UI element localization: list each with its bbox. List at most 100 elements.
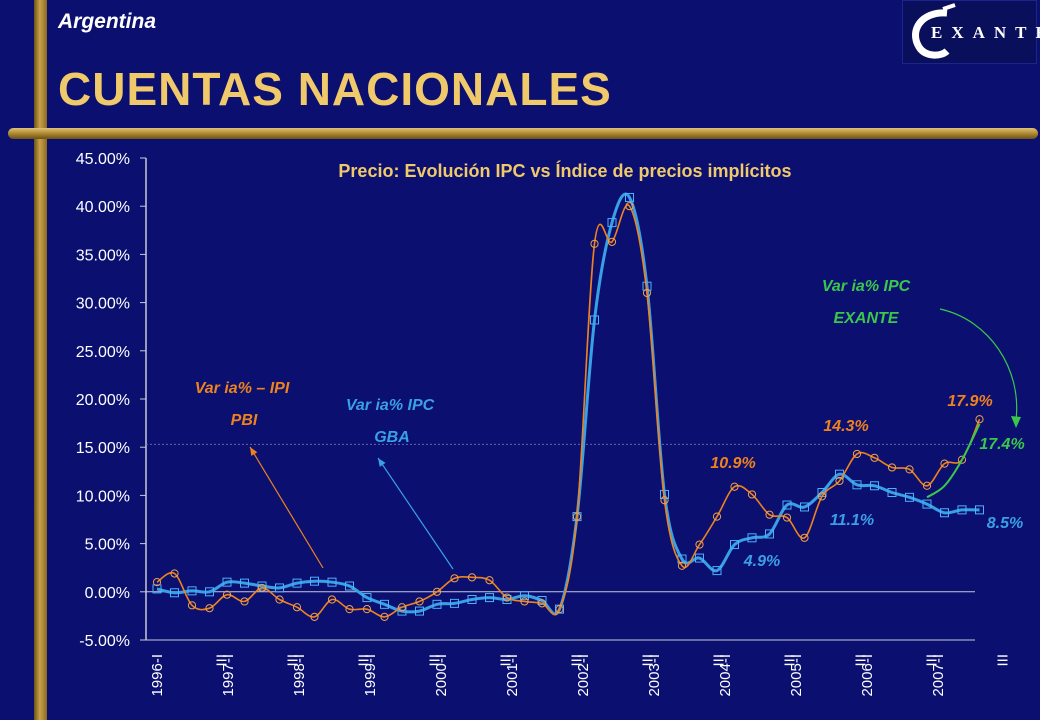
ipi-point	[170, 569, 179, 578]
x-tick-label: III	[924, 654, 941, 667]
ipc-point	[292, 578, 302, 588]
y-tick-label: 40.00%	[76, 199, 130, 216]
ipi-point	[642, 288, 652, 298]
ipc-point	[240, 578, 249, 588]
x-tick-label: III	[569, 654, 586, 667]
arrow-exante-head	[1011, 416, 1021, 428]
x-tick-label: 2006-I	[859, 654, 876, 697]
region-label: Argentina	[58, 10, 157, 33]
ipc-point	[800, 502, 809, 512]
ipc-point	[450, 598, 459, 608]
ipc-point	[432, 599, 442, 609]
ipi-point	[205, 604, 214, 613]
ipi-point	[345, 605, 354, 614]
x-tick-label: 2002-I	[575, 654, 592, 697]
x-tick-label: III	[995, 654, 1012, 667]
ipc-point	[747, 533, 757, 543]
x-tick-label: III	[498, 654, 515, 667]
ipi-point	[870, 453, 879, 462]
ipc-point	[327, 577, 337, 587]
ipc-point	[520, 591, 529, 601]
ipc-point	[782, 500, 792, 510]
annotation-label: Var ia% IPC	[346, 397, 435, 414]
arrow-exante	[939, 308, 1018, 421]
series-line-2	[926, 423, 981, 499]
ipi-point	[415, 597, 424, 606]
x-tick-label: III	[356, 654, 373, 667]
x-tick-label: 2000-I	[433, 654, 450, 697]
series-line-0	[156, 204, 981, 618]
gold-horizontal-bar	[8, 128, 1038, 139]
x-tick-label: III	[640, 654, 657, 667]
annotation-label: Var ia% IPC	[822, 278, 911, 295]
x-tick-label: III	[214, 654, 231, 667]
ipc-point	[362, 593, 372, 603]
ipi-point	[922, 481, 932, 490]
ipi-point	[747, 490, 757, 499]
x-tick-label: 2004-I	[717, 654, 734, 697]
ipi-point	[607, 237, 617, 246]
ipc-point	[887, 488, 897, 498]
y-tick-label: 15.00%	[76, 440, 130, 457]
annotation-label: EXANTE	[834, 310, 900, 327]
logo-text: EXANTE	[931, 23, 1040, 42]
ipc-point	[310, 576, 319, 586]
ipi-point	[572, 512, 582, 521]
ipc-point	[415, 606, 424, 616]
ipc-point	[205, 587, 214, 597]
ipi-point	[292, 603, 302, 612]
y-tick-label: 35.00%	[76, 247, 130, 264]
annotation-label: 11.1%	[830, 512, 874, 529]
ipc-point	[922, 499, 932, 509]
ipi-point	[625, 202, 634, 211]
ipi-point	[502, 593, 512, 602]
ipi-point	[975, 415, 984, 424]
x-tick-label: 2003-I	[646, 654, 663, 697]
ipc-point	[275, 583, 284, 593]
ipc-point	[712, 566, 722, 576]
ipi-point	[397, 603, 407, 612]
ipi-point	[485, 576, 494, 585]
exante-logo: EXANTE	[902, 0, 1040, 64]
ipc-point	[625, 193, 634, 203]
x-tick-label: 2005-I	[788, 654, 805, 697]
ipi-point	[782, 513, 792, 522]
chart-title: Precio: Evolución IPC vs Índice de preci…	[338, 160, 791, 181]
annotation-label: PBI	[231, 412, 258, 429]
ipc-point	[940, 508, 949, 518]
ipi-point	[467, 573, 477, 582]
ipi-point	[765, 510, 774, 519]
ipi-point	[380, 612, 389, 621]
x-tick-label: III	[711, 654, 728, 667]
ipi-point	[940, 459, 949, 468]
ipi-point	[712, 512, 722, 521]
annotation-label: 4.9%	[743, 553, 780, 570]
ipc-point	[590, 315, 599, 325]
y-tick-label: -5.00%	[79, 633, 130, 650]
y-tick-label: 30.00%	[76, 296, 130, 313]
ipc-point	[695, 553, 704, 563]
ipi-point	[590, 239, 599, 248]
ipc-point	[152, 584, 162, 594]
y-tick-label: 45.00%	[76, 151, 130, 168]
x-tick-label: III	[285, 654, 302, 667]
x-tick-label: 1997-I	[220, 654, 237, 697]
ipc-point	[765, 529, 774, 539]
x-tick-label: III	[853, 654, 870, 667]
ipi-point	[152, 578, 162, 587]
x-tick-label: 1996-I	[149, 654, 166, 697]
ipi-point	[537, 599, 547, 608]
ipi-point	[187, 601, 197, 610]
ipi-point	[275, 595, 284, 604]
annotation-label: 14.3%	[823, 418, 868, 435]
page-title: CUENTAS NACIONALES	[58, 63, 612, 115]
ipc-point	[870, 481, 879, 491]
x-tick-label: III	[427, 654, 444, 667]
y-tick-label: 25.00%	[76, 344, 130, 361]
ipi-point	[852, 449, 862, 459]
ipi-point	[310, 612, 319, 621]
ipi-point	[257, 583, 267, 593]
arrow-ipi	[249, 446, 324, 569]
